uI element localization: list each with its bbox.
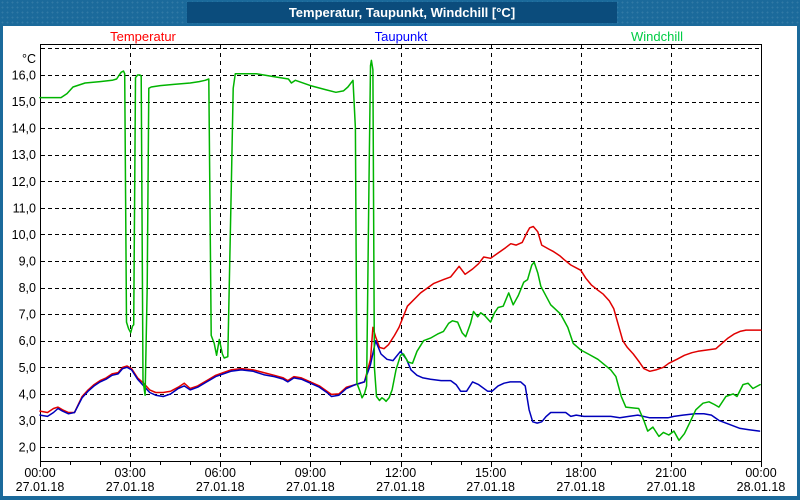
svg-text:00:00: 00:00 [745, 466, 776, 480]
svg-text:9,0: 9,0 [19, 255, 36, 269]
svg-text:14,0: 14,0 [12, 122, 36, 136]
page-title: Temperatur, Taupunkt, Windchill [°C] [187, 2, 617, 23]
svg-text:10,0: 10,0 [12, 228, 36, 242]
svg-text:27.01.18: 27.01.18 [556, 480, 605, 494]
svg-text:3,0: 3,0 [19, 414, 36, 428]
legend-temperatur: Temperatur [110, 29, 176, 44]
svg-text:06:00: 06:00 [205, 466, 236, 480]
svg-text:18:00: 18:00 [565, 466, 596, 480]
svg-text:09:00: 09:00 [295, 466, 326, 480]
svg-text:12:00: 12:00 [385, 466, 416, 480]
svg-text:5,0: 5,0 [19, 361, 36, 375]
svg-text:27.01.18: 27.01.18 [106, 480, 155, 494]
svg-text:6,0: 6,0 [19, 334, 36, 348]
svg-text:11,0: 11,0 [13, 201, 36, 215]
legend-windchill: Windchill [630, 29, 684, 44]
svg-text:12,0: 12,0 [12, 175, 36, 189]
svg-text:8,0: 8,0 [19, 281, 36, 295]
svg-text:03:00: 03:00 [114, 466, 145, 480]
svg-text:2,0: 2,0 [19, 441, 36, 455]
svg-text:13,0: 13,0 [12, 148, 36, 162]
svg-text:°C: °C [22, 52, 36, 66]
svg-text:15:00: 15:00 [475, 466, 506, 480]
svg-text:28.01.18: 28.01.18 [737, 480, 786, 494]
svg-text:27.01.18: 27.01.18 [376, 480, 425, 494]
svg-text:27.01.18: 27.01.18 [196, 480, 245, 494]
legend-taupunkt: Taupunkt [374, 29, 428, 44]
svg-text:27.01.18: 27.01.18 [647, 480, 696, 494]
svg-text:21:00: 21:00 [655, 466, 686, 480]
svg-text:27.01.18: 27.01.18 [466, 480, 515, 494]
svg-text:00:00: 00:00 [24, 466, 55, 480]
svg-text:27.01.18: 27.01.18 [16, 480, 65, 494]
svg-text:27.01.18: 27.01.18 [286, 480, 335, 494]
title-bar: Temperatur, Taupunkt, Windchill [°C] [0, 0, 800, 26]
svg-text:4,0: 4,0 [19, 387, 36, 401]
svg-text:7,0: 7,0 [19, 308, 36, 322]
svg-text:16,0: 16,0 [12, 69, 36, 83]
svg-text:15,0: 15,0 [12, 95, 36, 109]
